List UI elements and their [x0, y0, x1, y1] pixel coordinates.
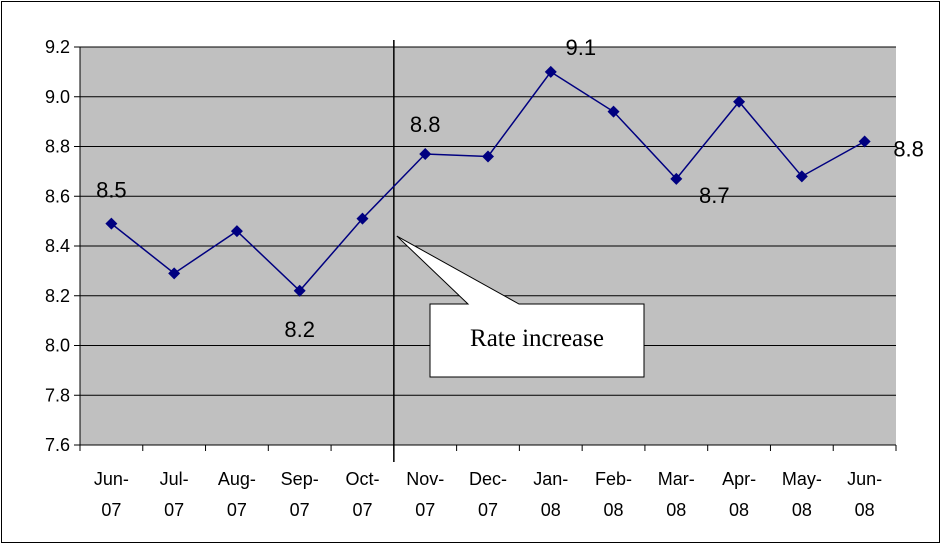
- x-tick-label: 07: [164, 500, 184, 520]
- data-label: 8.7: [699, 183, 730, 208]
- x-tick-label: 08: [855, 500, 875, 520]
- x-tick-label: Jun-: [847, 469, 882, 489]
- x-tick-label: Feb-: [595, 469, 632, 489]
- x-tick-label: 07: [227, 500, 247, 520]
- data-point-marker: [482, 150, 494, 163]
- x-tick-label: 08: [541, 500, 561, 520]
- data-point-marker: [230, 225, 243, 238]
- axes: [79, 47, 897, 451]
- data-label: 8.5: [96, 178, 127, 203]
- x-axis-tick-labels: Jun- 07 Jul- 07 Aug- 07 Sep- 07 Oct- 07 Nov- 07 Dec-…: [94, 469, 882, 520]
- x-tick-label: Aug-: [218, 469, 256, 489]
- data-label: 8.8: [410, 112, 441, 137]
- y-tick-label: 8.2: [45, 286, 70, 306]
- x-tick-label: Jan-: [533, 469, 568, 489]
- data-point-marker: [105, 217, 118, 230]
- y-tick-label: 8.4: [45, 236, 70, 256]
- data-point-marker: [168, 267, 181, 280]
- x-tick-label: 08: [666, 500, 686, 520]
- data-label: 8.2: [284, 317, 315, 342]
- x-tick-label: Jun-: [94, 469, 129, 489]
- data-point-marker: [795, 170, 808, 183]
- x-tick-label: Dec-: [469, 469, 507, 489]
- y-tick-label: 8.6: [45, 186, 70, 206]
- data-point-marker: [419, 147, 432, 160]
- x-tick-label: 07: [478, 500, 498, 520]
- x-tick-label: 08: [604, 500, 624, 520]
- x-tick-label: 07: [352, 500, 372, 520]
- x-tick-label: Mar-: [658, 469, 695, 489]
- x-tick-label: 08: [729, 500, 749, 520]
- x-tick-label: 07: [290, 500, 310, 520]
- y-tick-label: 8.8: [45, 137, 70, 157]
- y-tick-label: 7.8: [45, 385, 70, 405]
- callout-label: Rate increase: [470, 325, 604, 352]
- data-point-marker: [607, 105, 620, 118]
- x-tick-label: Sep-: [281, 469, 319, 489]
- y-axis-tick-labels: 7.6 7.8 8.0 8.2 8.4 8.6 8.8 9.0 9.2: [45, 37, 70, 455]
- x-tick-label: May-: [782, 469, 822, 489]
- data-label: 9.1: [565, 35, 596, 60]
- data-point-marker: [858, 135, 871, 148]
- data-point-marker: [544, 65, 557, 78]
- x-tick-label: 08: [792, 500, 812, 520]
- y-tick-label: 7.6: [45, 435, 70, 455]
- data-point-marker: [293, 284, 306, 297]
- x-tick-label: Apr-: [722, 469, 756, 489]
- callout-box: [396, 235, 645, 378]
- y-tick-label: 8.0: [45, 336, 70, 356]
- y-tick-label: 9.0: [45, 87, 70, 107]
- data-label: 8.8: [893, 137, 924, 162]
- data-point-marker: [356, 212, 369, 225]
- x-tick-label: 07: [415, 500, 435, 520]
- data-point-marker: [733, 95, 746, 108]
- y-tick-label: 9.2: [45, 37, 70, 57]
- x-tick-label: Oct-: [345, 469, 379, 489]
- data-points: [105, 65, 871, 297]
- rate-increase-callout: Rate increase: [396, 235, 645, 378]
- x-tick-label: Jul-: [160, 469, 189, 489]
- data-point-marker: [670, 172, 683, 185]
- x-tick-label: Nov-: [406, 469, 444, 489]
- data-labels: 8.5 8.2 8.8 9.1 8.7 8.8: [96, 35, 924, 342]
- x-tick-label: 07: [101, 500, 121, 520]
